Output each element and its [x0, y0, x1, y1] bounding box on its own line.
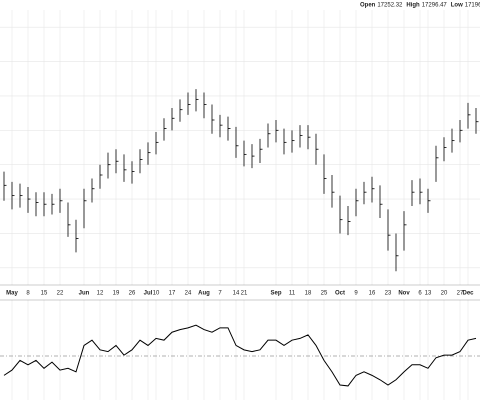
x-tick-label: Nov: [398, 291, 410, 297]
x-tick-label: 20: [441, 291, 448, 297]
x-tick-label: Aug: [198, 291, 210, 297]
x-tick-label: May: [6, 291, 18, 297]
x-tick-label: 22: [57, 291, 64, 297]
header-value: 17252.32: [377, 3, 403, 9]
header-label: Low: [451, 3, 463, 9]
x-tick-label: Dec: [462, 291, 474, 297]
x-tick-label: 27: [457, 291, 464, 297]
header-value: 17196.51: [465, 3, 480, 9]
x-tick-label: 25: [321, 291, 328, 297]
x-tick-label: 14: [233, 291, 240, 297]
x-tick-label: 6: [418, 291, 422, 297]
x-tick-label: 26: [129, 291, 136, 297]
header-label: Open: [360, 3, 376, 9]
x-tick-label: Oct: [335, 291, 345, 297]
x-tick-label: 23: [385, 291, 392, 297]
header-label: High: [406, 3, 420, 9]
x-tick-label: 24: [185, 291, 192, 297]
x-tick-label: Sep: [270, 291, 281, 297]
x-tick-label: 8: [26, 291, 30, 297]
x-tick-label: 9: [354, 291, 358, 297]
x-tick-label: 10: [153, 291, 160, 297]
x-tick-label: 7: [218, 291, 222, 297]
x-tick-label: 13: [425, 291, 432, 297]
x-tick-label: 18: [305, 291, 312, 297]
x-tick-label: 15: [41, 291, 48, 297]
x-tick-label: 11: [289, 291, 296, 297]
x-tick-label: Jul: [144, 291, 153, 297]
x-tick-label: 21: [241, 291, 248, 297]
x-tick-label: Jun: [79, 291, 90, 297]
x-tick-label: 19: [113, 291, 120, 297]
indicator-line: [3, 324, 477, 387]
header-value: 17296.47: [422, 3, 448, 9]
x-tick-label: 17: [169, 291, 176, 297]
x-tick-label: 16: [369, 291, 376, 297]
x-tick-label: 12: [97, 291, 104, 297]
